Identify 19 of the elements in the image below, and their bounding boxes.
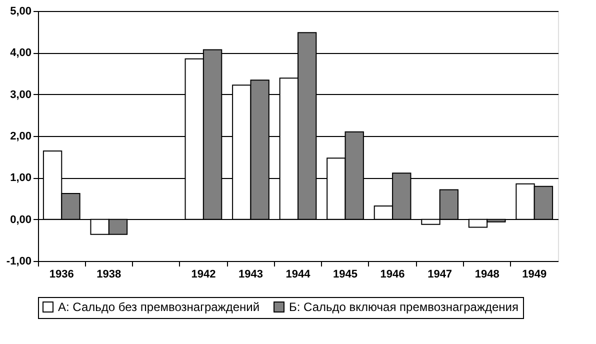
x-tick-label: 1948 [474, 268, 500, 280]
y-tick-label: -1,00 [6, 256, 32, 268]
x-tick-label: 1944 [286, 268, 312, 280]
legend-label: А: Сальдо без премвознаграждений [58, 300, 260, 314]
x-tick-label: 1947 [428, 268, 452, 280]
y-tick-label: 1,00 [10, 172, 32, 184]
x-tick-label: 1938 [96, 268, 122, 280]
x-tick-label: 1943 [238, 268, 263, 280]
x-tick-label: 1942 [191, 268, 216, 280]
y-tick-label: 2,00 [10, 130, 32, 142]
x-tick-label: 1945 [333, 268, 358, 280]
y-tick-label: 4,00 [10, 47, 32, 60]
y-tick-label: 5,00 [10, 6, 32, 18]
y-tick-label: 3,00 [10, 88, 32, 101]
legend-label: Б: Сальдо включая премвознаграждения [289, 300, 518, 314]
y-tick-label: 0,00 [10, 214, 32, 226]
x-tick-label: 1946 [380, 268, 405, 280]
x-tick-label: 1936 [49, 268, 74, 280]
x-tick-label: 1949 [522, 268, 547, 280]
